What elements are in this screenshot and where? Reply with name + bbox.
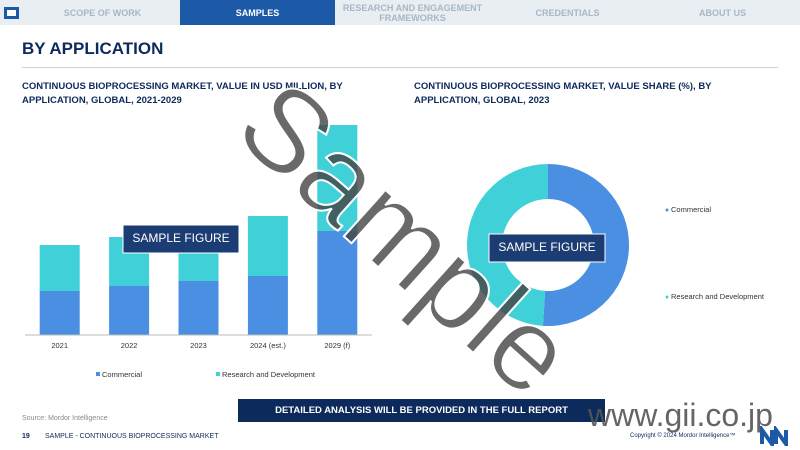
bar-segment (39, 291, 80, 335)
nav-bar (0, 0, 800, 25)
badge-box (488, 233, 606, 263)
chart-title: CONTINUOUS BIOPROCESSING MARKET, VALUE I… (22, 81, 343, 106)
badge-text: SAMPLE FIGURE (132, 231, 229, 245)
site-watermark: www.gii.co.jp (588, 397, 773, 433)
bar-segment (317, 231, 358, 335)
legend-dot (665, 295, 669, 299)
bar-segment (247, 276, 288, 335)
badge-box (122, 224, 240, 254)
chart-title: CONTINUOUS BIOPROCESSING MARKET, VALUE S… (414, 81, 712, 106)
legend-label: Commercial (102, 370, 142, 379)
bar-segment (247, 216, 288, 276)
divider (22, 67, 778, 68)
page-number: 19 (22, 433, 30, 440)
footer-logo (760, 426, 788, 446)
legend-label: Research and Development (222, 370, 316, 379)
x-tick-label: 2022 (121, 341, 138, 350)
nav-item-active[interactable]: SAMPLES (180, 0, 335, 25)
bar-segment (39, 245, 80, 291)
nav-item[interactable]: ABOUT US (699, 7, 746, 18)
nav-item[interactable]: SCOPE OF WORK (63, 7, 142, 18)
x-tick-label: 2023 (190, 341, 207, 350)
footer-label: SAMPLE - CONTINUOUS BIOPROCESSING MARKET (45, 433, 219, 440)
donut-slice (466, 164, 548, 326)
nav-item[interactable]: CREDENTIALS (535, 7, 600, 18)
bar-segment (317, 125, 358, 231)
copyright: Copyright © 2024 Mordor Intelligence™ (630, 433, 736, 439)
source: Source: Mordor Intelligence (22, 415, 108, 422)
banner: DETAILED ANALYSIS WILL BE PROVIDED IN TH… (238, 399, 605, 422)
bar-segment (178, 281, 219, 335)
legend-dot (665, 208, 669, 212)
legend-swatch (216, 372, 220, 376)
legend-label: Commercial (671, 205, 711, 214)
page-title: BY APPLICATION (22, 39, 164, 58)
legend-label: Research and Development (671, 292, 765, 301)
x-tick-label: 2029 (f) (324, 341, 350, 350)
nav-item[interactable]: RESEARCH AND ENGAGEMENT FRAMEWORKS (342, 2, 483, 23)
bar-segment (109, 286, 150, 335)
legend-swatch (96, 372, 100, 376)
x-tick-label: 2021 (51, 341, 68, 350)
donut-slice (542, 164, 629, 326)
badge-text: SAMPLE FIGURE (498, 240, 595, 254)
x-tick-label: 2024 (est.) (250, 341, 286, 350)
logo (4, 7, 19, 19)
